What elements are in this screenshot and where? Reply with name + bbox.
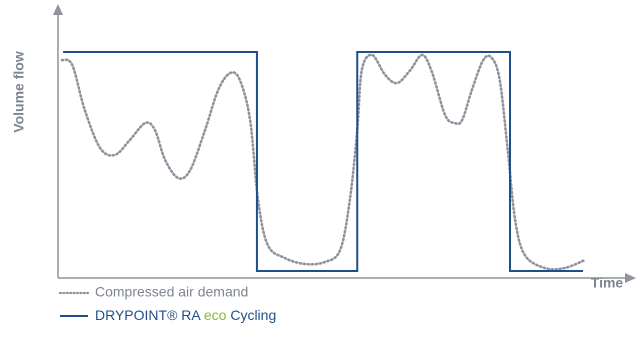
y-axis-arrow: [53, 4, 63, 15]
legend-label-part: Cycling: [226, 307, 276, 323]
y-axis-label: Volume flow: [11, 51, 27, 133]
legend-label-part: eco: [204, 307, 227, 323]
series-line: [63, 51, 583, 272]
legend-label: DRYPOINT® RA eco Cycling: [95, 307, 276, 323]
series-line: [60, 53, 587, 271]
x-axis-label: Time: [591, 275, 624, 291]
legend-label: Compressed air demand: [95, 284, 248, 300]
x-axis-arrow: [625, 273, 636, 283]
legend-label-part: DRYPOINT® RA: [95, 307, 204, 323]
